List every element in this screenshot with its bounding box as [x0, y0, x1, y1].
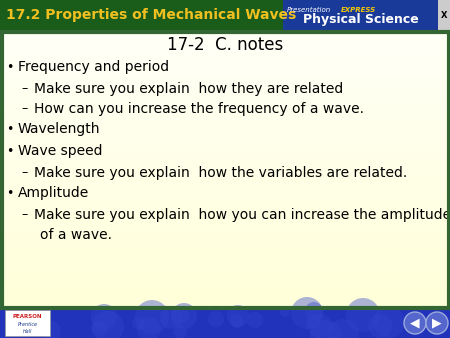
FancyBboxPatch shape: [438, 0, 450, 30]
Circle shape: [208, 311, 224, 327]
Text: How can you increase the frequency of a wave.: How can you increase the frequency of a …: [34, 102, 364, 116]
Text: X: X: [441, 10, 447, 20]
Text: Amplitude: Amplitude: [18, 186, 89, 200]
Circle shape: [92, 311, 124, 338]
Circle shape: [291, 297, 323, 329]
Text: •: •: [6, 187, 14, 199]
Circle shape: [91, 321, 107, 337]
Text: Wave speed: Wave speed: [18, 144, 103, 158]
FancyBboxPatch shape: [0, 0, 450, 30]
Text: Hall: Hall: [23, 329, 32, 334]
Text: Frequency and period: Frequency and period: [18, 60, 169, 74]
Circle shape: [308, 314, 332, 338]
Text: 17-2  C. notes: 17-2 C. notes: [167, 36, 283, 54]
Text: Make sure you explain  how the variables are related.: Make sure you explain how the variables …: [34, 166, 407, 180]
Circle shape: [373, 306, 405, 338]
Circle shape: [41, 321, 61, 338]
Text: ▶: ▶: [432, 316, 442, 330]
Circle shape: [135, 300, 169, 334]
Text: of a wave.: of a wave.: [40, 228, 112, 242]
Circle shape: [247, 312, 263, 328]
Text: PEARSON: PEARSON: [13, 314, 42, 319]
Text: •: •: [6, 145, 14, 158]
Text: Physical Science: Physical Science: [302, 14, 419, 26]
Circle shape: [305, 302, 323, 320]
Circle shape: [173, 325, 187, 338]
Circle shape: [132, 317, 144, 329]
Circle shape: [346, 298, 380, 332]
Circle shape: [306, 315, 320, 329]
Circle shape: [327, 319, 359, 338]
Text: Make sure you explain  how they are related: Make sure you explain how they are relat…: [34, 82, 343, 96]
Text: Presentation: Presentation: [287, 7, 331, 13]
Text: •: •: [6, 61, 14, 73]
Circle shape: [171, 306, 189, 324]
Circle shape: [426, 312, 448, 334]
Circle shape: [171, 303, 197, 329]
Circle shape: [404, 312, 426, 334]
Text: EXPRESS: EXPRESS: [341, 7, 376, 13]
Text: 17.2 Properties of Mechanical Waves: 17.2 Properties of Mechanical Waves: [6, 8, 296, 22]
Circle shape: [280, 307, 290, 317]
Circle shape: [137, 317, 161, 338]
Text: Make sure you explain  how you can increase the amplitude: Make sure you explain how you can increa…: [34, 208, 450, 222]
Text: –: –: [22, 102, 28, 116]
Text: •: •: [6, 122, 14, 136]
Circle shape: [310, 320, 342, 338]
Text: –: –: [22, 82, 28, 96]
Circle shape: [91, 304, 117, 330]
Text: –: –: [22, 167, 28, 179]
Text: Prentice: Prentice: [18, 322, 37, 327]
Circle shape: [230, 314, 244, 328]
Circle shape: [160, 307, 182, 329]
FancyBboxPatch shape: [5, 310, 50, 336]
Circle shape: [227, 305, 249, 327]
Circle shape: [368, 314, 392, 338]
Text: ◀: ◀: [410, 316, 420, 330]
FancyBboxPatch shape: [283, 0, 438, 30]
Text: –: –: [22, 209, 28, 221]
Text: Wavelength: Wavelength: [18, 122, 100, 136]
FancyBboxPatch shape: [0, 308, 450, 338]
